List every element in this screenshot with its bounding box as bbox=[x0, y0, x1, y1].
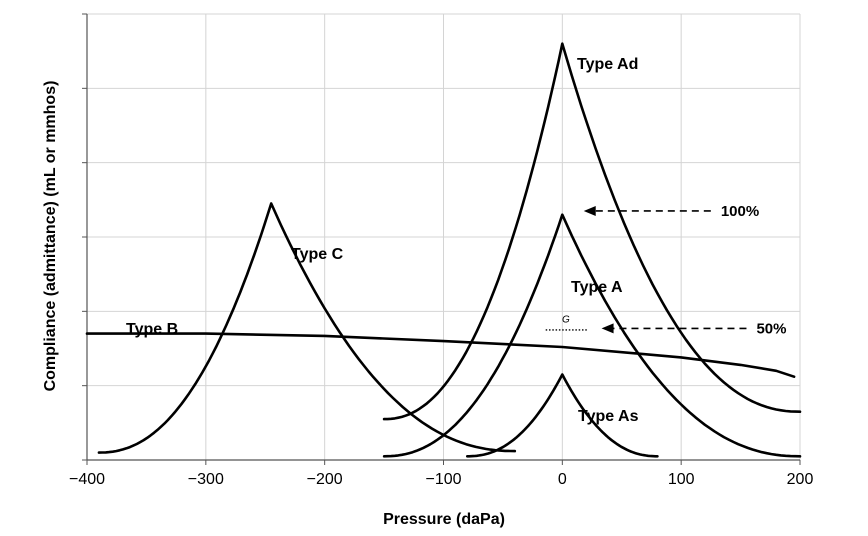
curves bbox=[85, 42, 802, 458]
arrow-50-percent-head bbox=[601, 323, 614, 334]
x-axis-title: Pressure (daPa) bbox=[383, 511, 505, 528]
x-tick-label: 100 bbox=[668, 471, 695, 488]
x-tick-label: −400 bbox=[69, 471, 105, 488]
curve-labels: Type Ad Type A Type As Type C Type B bbox=[126, 56, 639, 425]
x-tick-label: 0 bbox=[558, 471, 567, 488]
label-type-c: Type C bbox=[291, 246, 344, 263]
label-type-as: Type As bbox=[578, 408, 639, 425]
curve-type-ad bbox=[382, 42, 802, 421]
label-type-b: Type B bbox=[126, 321, 178, 338]
annotations: G 100% 50% bbox=[545, 203, 786, 337]
label-50-percent: 50% bbox=[756, 320, 786, 337]
grid-lines bbox=[82, 13, 801, 461]
label-type-a: Type A bbox=[571, 279, 623, 296]
curve-type-b bbox=[85, 332, 796, 378]
gradient-label: G bbox=[562, 314, 570, 325]
x-tick-labels: −400 −300 −200 −100 0 100 200 bbox=[69, 460, 813, 488]
y-axis-title: Compliance (admittance) (mL or mmhos) bbox=[42, 81, 59, 392]
label-100-percent: 100% bbox=[721, 203, 759, 220]
arrow-100-percent-head bbox=[583, 205, 596, 216]
curve-type-c bbox=[97, 202, 517, 454]
curve-type-as bbox=[466, 373, 659, 458]
x-tick-label: −300 bbox=[188, 471, 224, 488]
x-tick-label: −100 bbox=[425, 471, 461, 488]
label-type-ad: Type Ad bbox=[577, 56, 638, 73]
x-tick-label: −200 bbox=[307, 471, 343, 488]
x-tick-label: 200 bbox=[787, 471, 814, 488]
